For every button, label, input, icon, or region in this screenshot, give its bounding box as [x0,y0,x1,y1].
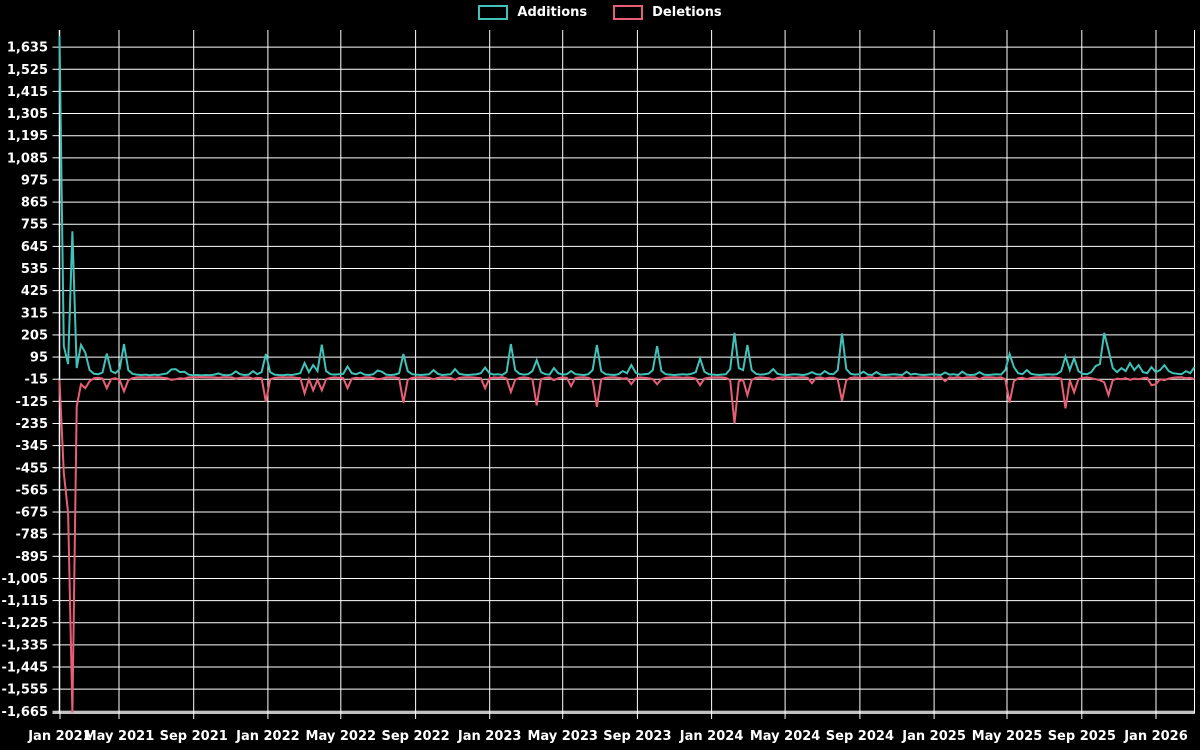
x-axis-label: Jan 2026 [1123,729,1188,744]
y-axis-label: 1,525 [7,63,48,78]
x-axis-label: Sep 2023 [603,729,671,744]
y-axis-label: 1,305 [7,107,48,122]
deletions-legend-label: Deletions [652,5,722,20]
y-axis-label: -785 [15,528,48,543]
y-axis-label: -1,445 [1,661,48,676]
y-axis-label: -1,115 [1,594,48,609]
y-axis-label: -1,665 [1,705,48,720]
y-axis-label: 865 [21,196,48,211]
additions-legend-label: Additions [517,5,588,20]
y-axis-label: -455 [15,461,48,476]
deletions-line [58,375,1195,713]
y-axis-label: -125 [15,395,48,410]
y-axis-label: -345 [15,439,48,454]
y-axis-label: 205 [21,328,48,343]
y-axis-label: 1,085 [7,151,48,166]
y-axis-label: 755 [21,218,48,233]
y-axis-label: 95 [30,351,48,366]
x-axis-label: Jan 2022 [235,729,300,744]
legend-item-deletions[interactable]: Deletions [613,5,722,20]
x-axis-label: May 2021 [84,729,155,744]
x-axis-label: Sep 2022 [381,729,449,744]
chart-legend: Additions Deletions [0,5,1200,20]
additions-legend-swatch [478,5,509,20]
x-axis-label: May 2022 [306,729,377,744]
x-axis-label: May 2023 [527,729,598,744]
x-axis-label: Jan 2021 [27,729,92,744]
y-axis-label: -1,005 [1,572,48,587]
y-axis-label: 975 [21,173,48,188]
y-axis-label: -675 [15,506,48,521]
x-axis-label: Sep 2024 [826,729,894,744]
x-axis-label: Jan 2024 [679,729,744,744]
y-axis-label: 315 [21,306,48,321]
y-axis-label: -895 [15,550,48,565]
legend-item-additions[interactable]: Additions [478,5,587,20]
x-axis-label: Sep 2025 [1048,729,1116,744]
deletions-legend-swatch [613,5,644,20]
y-axis-label: -1,335 [1,638,48,653]
y-axis-label: -565 [15,483,48,498]
y-axis-label: -235 [15,417,48,432]
additions-line [58,35,1196,377]
x-axis-label: Jan 2025 [901,729,966,744]
x-axis-label: May 2025 [972,729,1043,744]
y-axis-label: 1,195 [7,129,48,144]
y-axis-label: -1,225 [1,616,48,631]
y-axis-label: -15 [25,373,49,388]
y-axis-label: 1,415 [7,85,48,100]
x-axis-label: Sep 2021 [160,729,228,744]
y-axis-label: 1,635 [7,41,48,56]
y-axis-label: 645 [21,240,48,255]
y-axis-label: 425 [21,284,48,299]
x-axis-label: May 2024 [750,729,821,744]
x-axis-label: Jan 2023 [457,729,522,744]
y-axis-label: -1,555 [1,683,48,698]
y-axis-label: 535 [21,262,48,277]
